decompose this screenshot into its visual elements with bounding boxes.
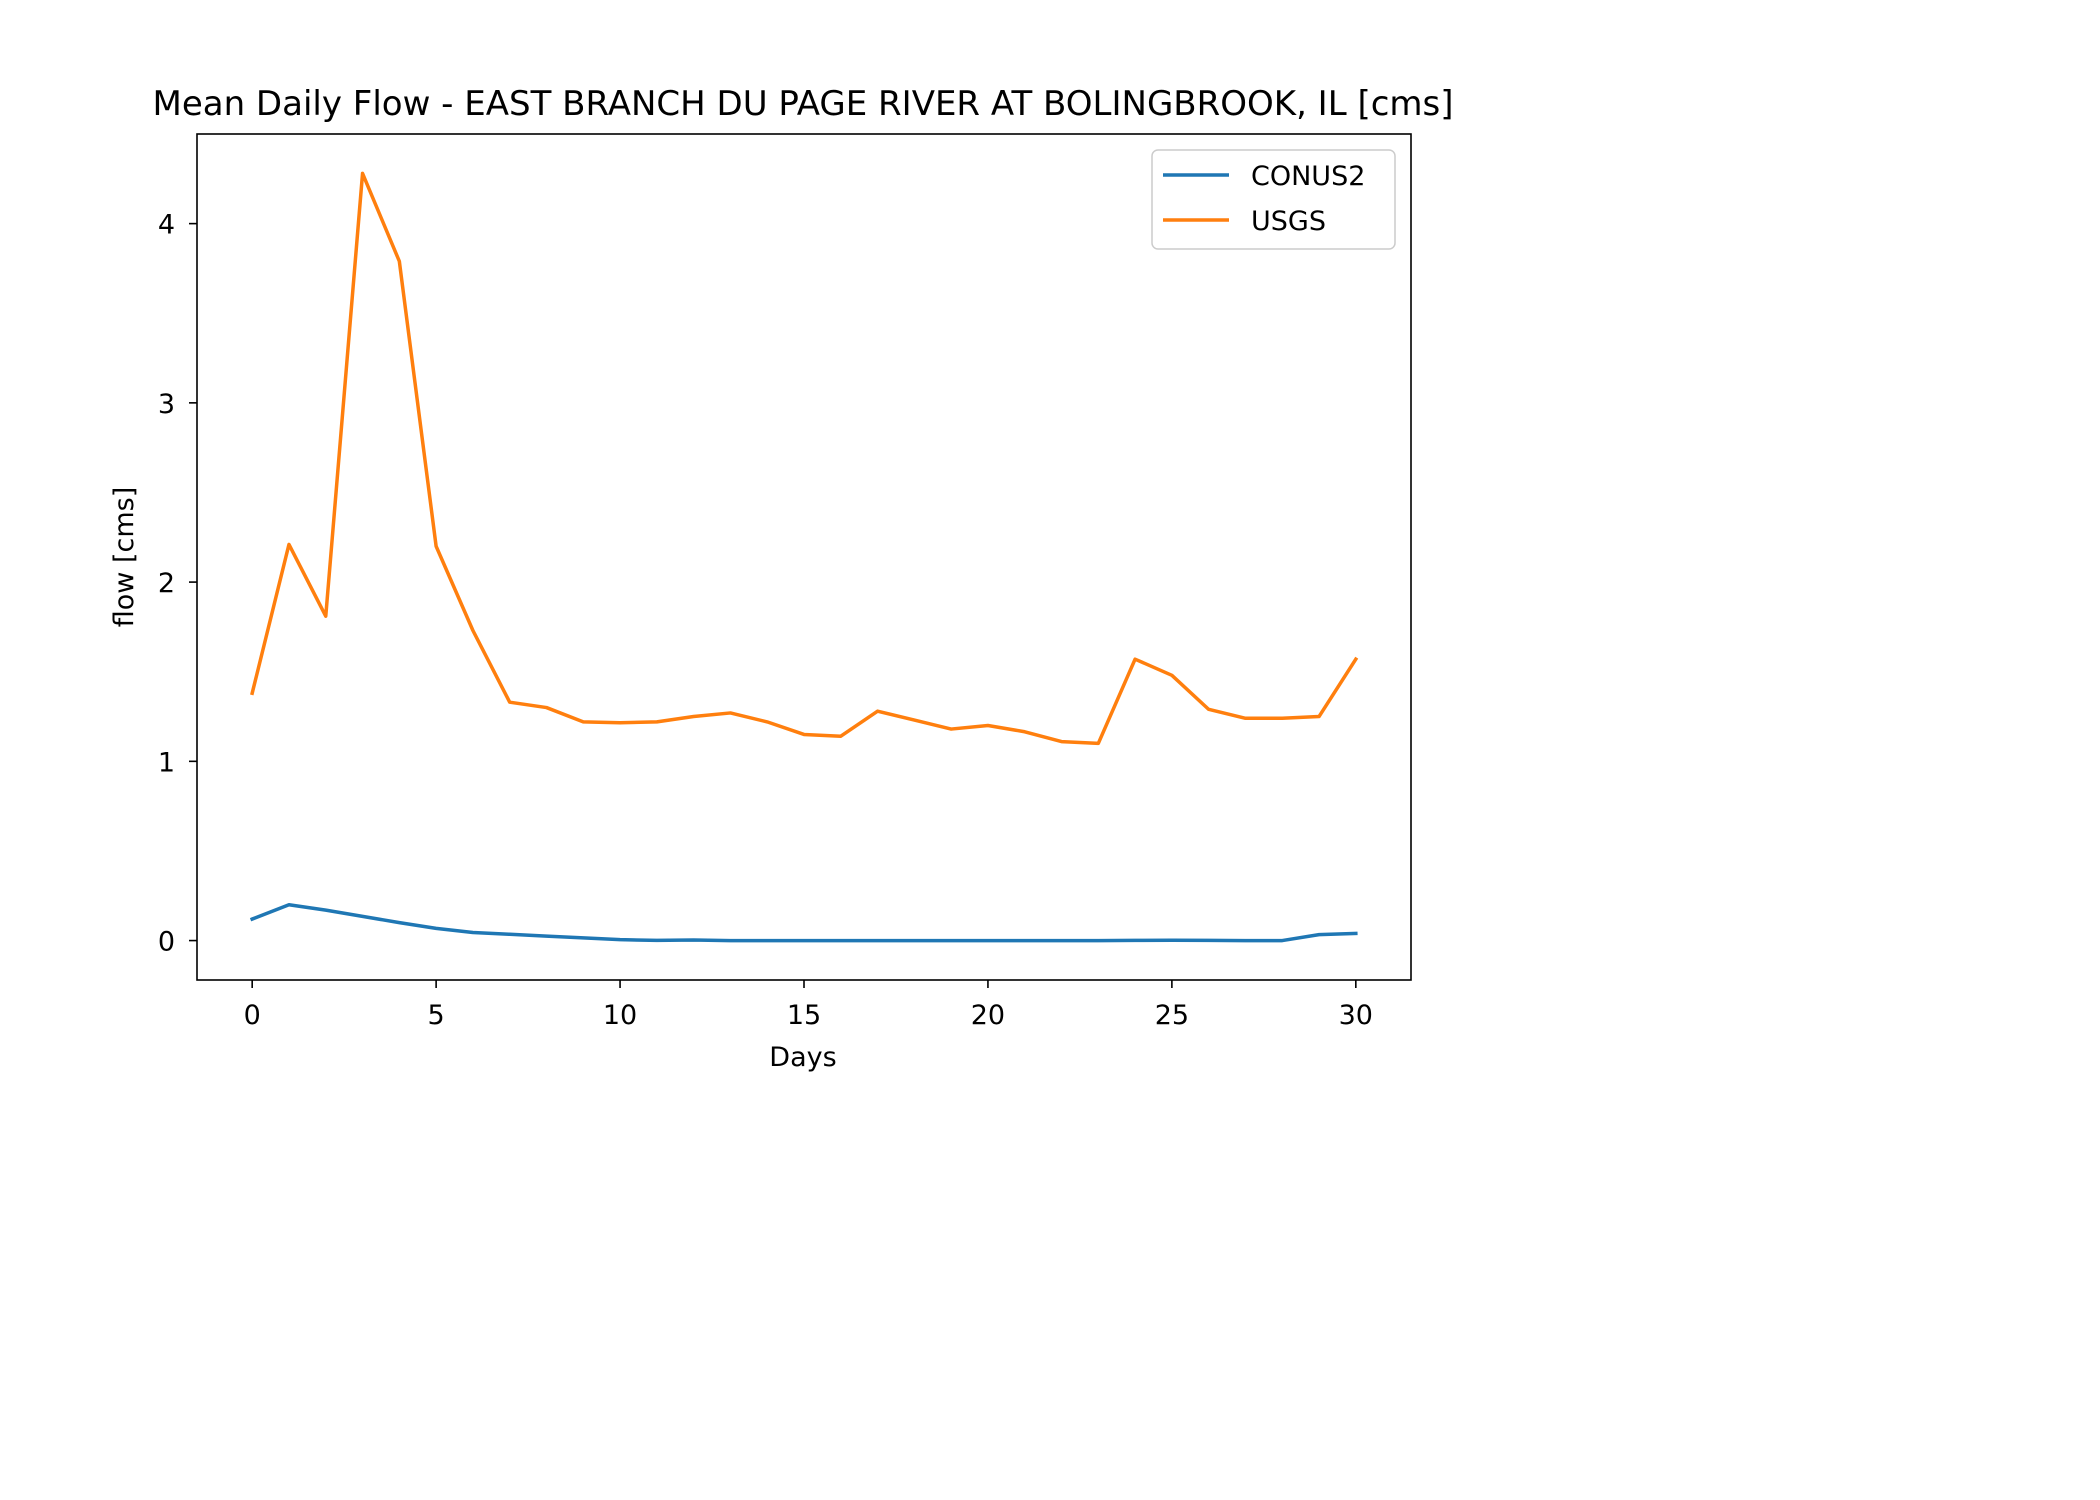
legend-label-conus2: CONUS2 [1251,161,1365,192]
plot-area [249,171,1359,943]
y-axis-ticks: 0 1 2 3 4 [158,210,197,958]
x-axis-label: Days [769,1042,836,1073]
x-tick-label: 5 [428,1000,445,1031]
series-line-conus2 [249,902,1358,943]
y-tick-label: 0 [158,927,175,958]
x-tick-label: 20 [971,1000,1005,1031]
x-axis-ticks: 0 5 10 15 20 25 30 [244,980,1373,1031]
x-tick-label: 30 [1339,1000,1373,1031]
series-line-usgs [250,171,1359,746]
y-axis-label: flow [cms] [109,487,140,627]
x-tick-label: 15 [787,1000,821,1031]
y-tick-label: 4 [158,210,175,241]
chart-title: Mean Daily Flow - EAST BRANCH DU PAGE RI… [152,84,1453,124]
y-tick-label: 3 [158,389,175,420]
x-tick-label: 10 [603,1000,637,1031]
x-tick-label: 0 [244,1000,261,1031]
line-chart: Mean Daily Flow - EAST BRANCH DU PAGE RI… [109,84,1454,1073]
y-tick-label: 1 [158,747,175,778]
chart-container: Mean Daily Flow - EAST BRANCH DU PAGE RI… [109,84,1454,1073]
legend: CONUS2 USGS [1151,149,1396,250]
plot-frame [196,133,1412,981]
x-tick-label: 25 [1155,1000,1189,1031]
y-tick-label: 2 [158,568,175,599]
legend-label-usgs: USGS [1251,206,1326,237]
